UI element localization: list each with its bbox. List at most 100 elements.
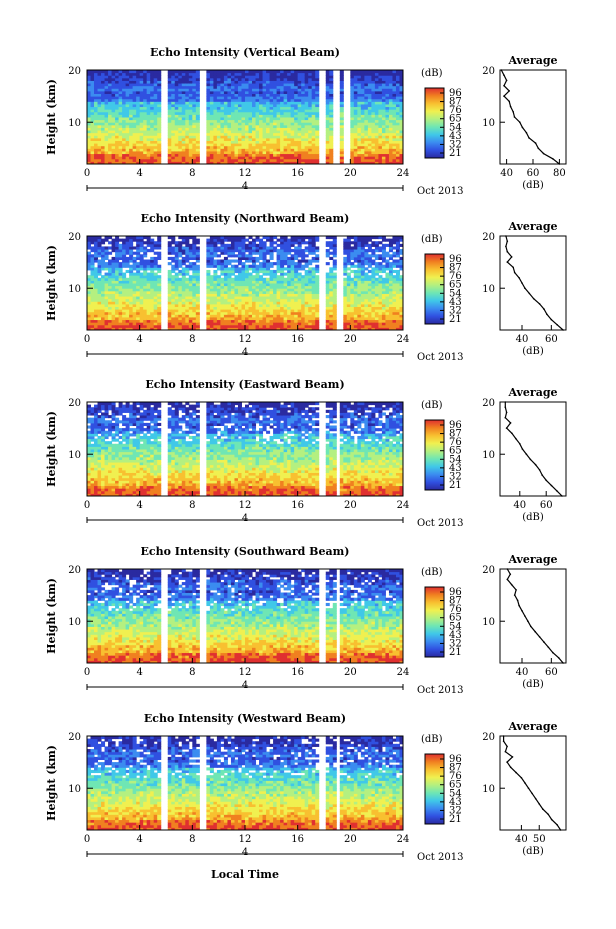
heatmap-cell	[273, 124, 278, 128]
heatmap-cell	[273, 85, 278, 89]
heatmap-cell	[143, 140, 148, 144]
heatmap-cell	[97, 88, 102, 92]
heatmap-cell	[308, 98, 313, 102]
heatmap-cell	[195, 130, 200, 134]
heatmap-cell	[143, 259, 148, 263]
heatmap-cell	[378, 143, 383, 147]
heatmap-cell	[146, 290, 151, 294]
heatmap-cell	[374, 114, 379, 118]
heatmap-cell	[262, 298, 267, 302]
heatmap-cell	[301, 277, 306, 281]
heatmap-cell	[104, 122, 109, 126]
heatmap-cell	[276, 259, 281, 263]
heatmap-cell	[297, 127, 302, 131]
heatmap-cell	[262, 316, 267, 321]
heatmap-cell	[125, 72, 130, 76]
heatmap-cell	[280, 322, 285, 326]
heatmap-cell	[87, 285, 92, 289]
heatmap-cell	[150, 119, 155, 123]
heatmap-cell	[234, 137, 239, 141]
heatmap-cell	[209, 122, 214, 126]
heatmap-cell	[136, 72, 141, 76]
heatmap-cell	[195, 90, 200, 94]
heatmap-cell	[181, 275, 186, 279]
heatmap-cell	[132, 283, 137, 287]
heatmap-cell	[146, 122, 151, 126]
heatmap-cell	[395, 137, 400, 141]
heatmap-cell	[255, 275, 260, 279]
heatmap-cell	[276, 77, 281, 81]
heatmap-cell	[353, 127, 358, 131]
heatmap-cell	[122, 238, 127, 242]
heatmap-cell	[325, 158, 330, 162]
heatmap-cell	[90, 327, 95, 331]
heatmap-cell	[104, 111, 109, 115]
heatmap-cell	[178, 236, 183, 240]
heatmap-cell	[213, 85, 218, 89]
heatmap-cell	[94, 98, 99, 102]
heatmap-cell	[108, 143, 113, 147]
heatmap-cell	[360, 85, 365, 89]
heatmap-cell	[129, 117, 134, 121]
heatmap-cell	[230, 158, 235, 162]
heatmap-cell	[304, 77, 309, 81]
heatmap-cell	[136, 106, 141, 110]
heatmap-cell	[315, 264, 320, 268]
heatmap-cell	[90, 96, 95, 100]
heatmap-cell	[308, 267, 313, 271]
heatmap-cell	[241, 124, 246, 128]
heatmap-cell	[195, 241, 200, 245]
heatmap-cell	[90, 322, 95, 326]
heatmap-cell	[118, 72, 123, 76]
heatmap-cell	[339, 83, 344, 87]
heatmap-cell	[301, 280, 306, 284]
heatmap-cell	[230, 324, 235, 328]
heatmap-cell	[360, 156, 365, 160]
heatmap-cell	[206, 316, 211, 321]
heatmap-cell	[308, 290, 313, 294]
heatmap-cell	[108, 293, 113, 297]
heatmap-cell	[283, 288, 288, 292]
heatmap-cell	[129, 83, 134, 87]
heatmap-cell	[395, 103, 400, 108]
heatmap-cell	[125, 296, 130, 300]
heatmap-cell	[276, 324, 281, 328]
heatmap-cell	[118, 130, 123, 134]
heatmap-cell	[192, 130, 197, 134]
heatmap-cell	[90, 324, 95, 328]
heatmap-cell	[108, 236, 113, 240]
heatmap-cell	[178, 85, 183, 89]
heatmap-cell	[294, 238, 299, 242]
heatmap-cell	[209, 80, 214, 84]
heatmap-cell	[259, 249, 264, 253]
heatmap-cell	[378, 85, 383, 89]
heatmap-cell	[325, 145, 330, 149]
heatmap-cell	[308, 96, 313, 100]
heatmap-cell	[143, 145, 148, 149]
heatmap-cell	[304, 80, 309, 84]
heatmap-cell	[227, 143, 232, 147]
heatmap-cell	[241, 241, 246, 245]
heatmap-cell	[280, 236, 285, 240]
heatmap	[87, 70, 404, 165]
heatmap-cell	[280, 130, 285, 134]
heatmap-cell	[192, 122, 197, 126]
heatmap-cell	[181, 117, 186, 121]
heatmap-cell	[97, 319, 102, 323]
heatmap-cell	[167, 132, 172, 136]
heatmap-cell	[136, 93, 141, 97]
heatmap-cell	[90, 236, 95, 240]
heatmap-cell	[87, 327, 92, 331]
heatmap-cell	[364, 106, 369, 110]
heatmap-cell	[220, 301, 225, 305]
heatmap-cell	[378, 77, 383, 81]
heatmap-cell	[252, 93, 257, 97]
heatmap-cell	[132, 158, 137, 162]
heatmap-cell	[367, 153, 372, 157]
heatmap-cell	[115, 70, 120, 74]
heatmap-cell	[301, 75, 306, 79]
heatmap-cell	[223, 153, 228, 157]
heatmap-cell	[188, 93, 193, 97]
heatmap-cell	[294, 296, 299, 300]
heatmap-cell	[311, 316, 316, 321]
